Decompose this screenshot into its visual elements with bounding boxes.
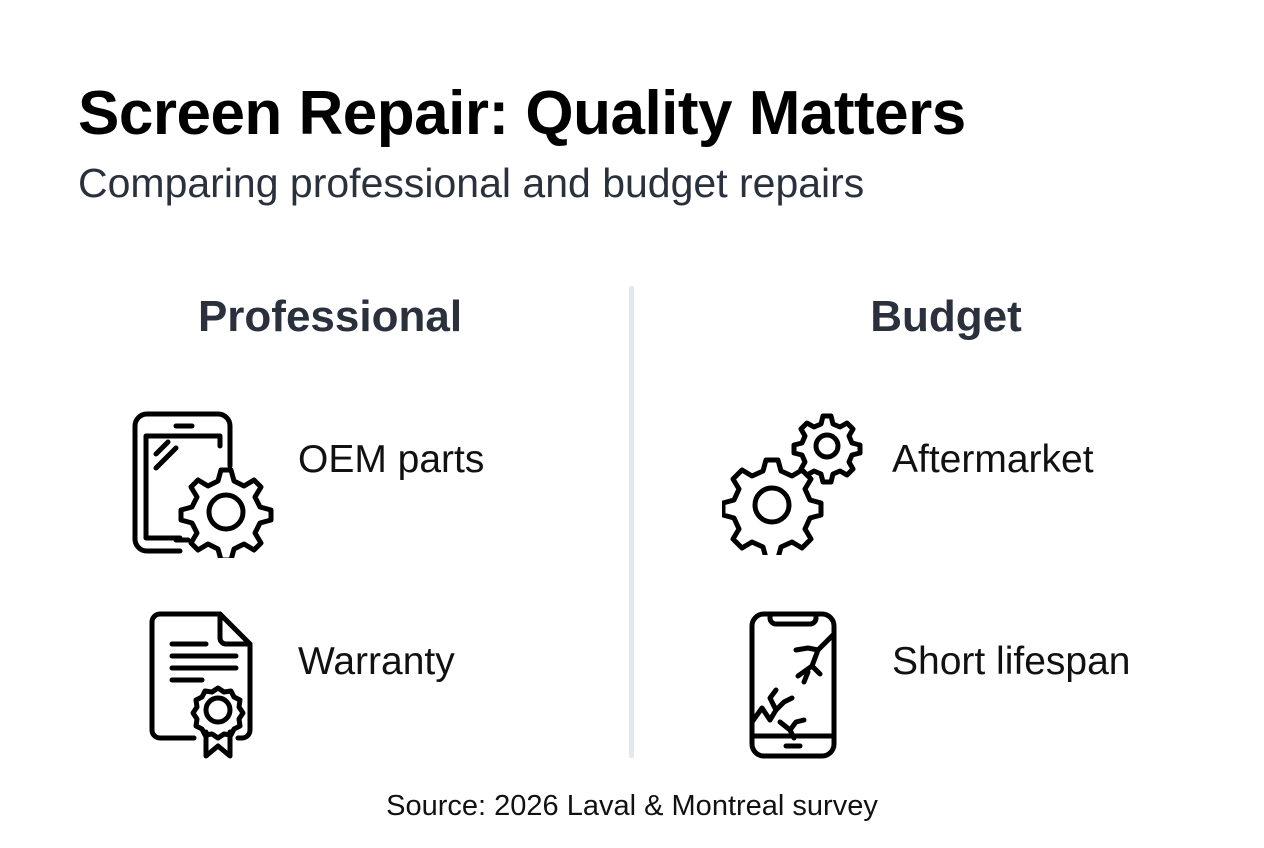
tablet-gear-icon [132, 411, 274, 558]
page-subtitle: Comparing professional and budget repair… [78, 160, 865, 206]
source-note: Source: 2026 Laval & Montreal survey [386, 790, 878, 822]
cracked-phone-icon [749, 611, 837, 759]
column-divider [629, 286, 634, 758]
item-label-aftermarket: Aftermarket [892, 438, 1094, 481]
column-heading-professional: Professional [197, 292, 463, 341]
column-heading-budget: Budget [870, 292, 1022, 341]
item-label-warranty: Warranty [298, 640, 455, 683]
item-label-short-lifespan: Short lifespan [892, 640, 1131, 683]
certificate-icon [149, 611, 253, 759]
item-label-oem-parts: OEM parts [298, 438, 485, 481]
gears-icon [722, 413, 863, 555]
page-title: Screen Repair: Quality Matters [78, 79, 966, 148]
